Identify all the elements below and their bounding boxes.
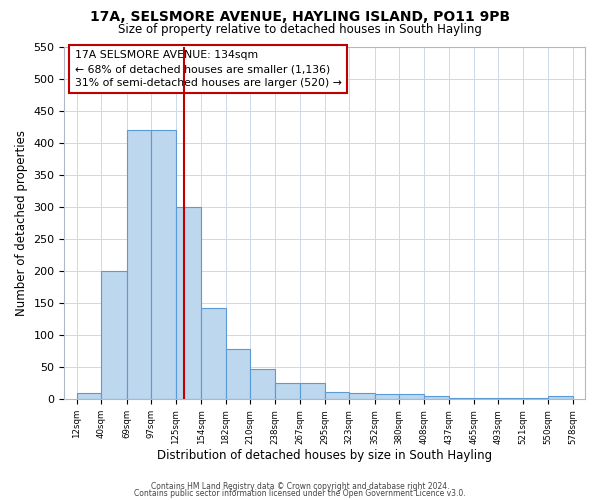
Bar xyxy=(449,398,473,400)
Text: Contains HM Land Registry data © Crown copyright and database right 2024.: Contains HM Land Registry data © Crown c… xyxy=(151,482,449,491)
Bar xyxy=(523,398,548,400)
Bar xyxy=(424,396,449,400)
Bar xyxy=(176,207,201,400)
Text: 17A, SELSMORE AVENUE, HAYLING ISLAND, PO11 9PB: 17A, SELSMORE AVENUE, HAYLING ISLAND, PO… xyxy=(90,10,510,24)
Bar xyxy=(325,392,349,400)
Bar xyxy=(127,130,151,400)
Bar xyxy=(151,130,176,400)
Bar xyxy=(275,384,300,400)
Bar xyxy=(300,384,325,400)
Text: Size of property relative to detached houses in South Hayling: Size of property relative to detached ho… xyxy=(118,22,482,36)
Bar xyxy=(77,393,101,400)
X-axis label: Distribution of detached houses by size in South Hayling: Distribution of detached houses by size … xyxy=(157,450,492,462)
Text: Contains public sector information licensed under the Open Government Licence v3: Contains public sector information licen… xyxy=(134,490,466,498)
Text: 17A SELSMORE AVENUE: 134sqm
← 68% of detached houses are smaller (1,136)
31% of : 17A SELSMORE AVENUE: 134sqm ← 68% of det… xyxy=(75,50,341,88)
Bar xyxy=(201,308,226,400)
Bar xyxy=(399,394,424,400)
Bar xyxy=(250,368,275,400)
Bar xyxy=(226,350,250,400)
Y-axis label: Number of detached properties: Number of detached properties xyxy=(15,130,28,316)
Bar xyxy=(101,271,127,400)
Bar xyxy=(473,398,498,400)
Bar xyxy=(548,396,573,400)
Bar xyxy=(374,394,399,400)
Bar xyxy=(498,398,523,400)
Bar xyxy=(349,393,374,400)
